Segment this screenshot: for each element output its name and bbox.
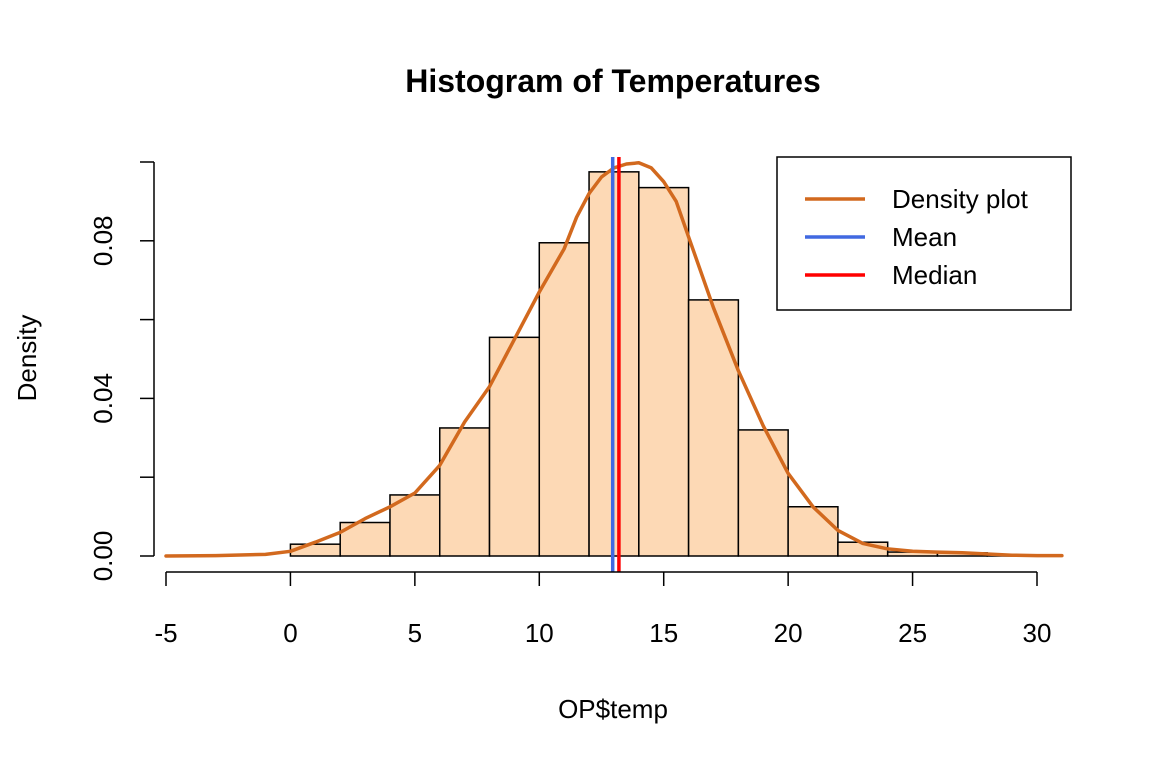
y-axis: 0.00 0.04 0.08: [88, 161, 155, 582]
y-axis-label: Density: [12, 315, 42, 402]
density-curve-group: [164, 161, 1064, 558]
histogram-bar: [538, 242, 590, 557]
x-tick-label: 10: [525, 618, 554, 648]
histogram-bar: [389, 494, 441, 557]
legend-label-median: Median: [892, 260, 977, 290]
histogram-bar: [737, 429, 789, 557]
x-tick-label: 30: [1023, 618, 1052, 648]
y-tick-label: 0.00: [88, 531, 118, 582]
histogram-bar: [438, 427, 491, 557]
legend: Density plot Mean Median: [776, 156, 1072, 311]
histogram-bar: [687, 299, 740, 557]
x-tick-label: 20: [774, 618, 803, 648]
x-tick-label: 0: [283, 618, 297, 648]
y-tick-label: 0.04: [88, 373, 118, 424]
x-tick-label: 15: [649, 618, 678, 648]
x-axis: -5 0 5 10 15 20 25 30: [154, 571, 1052, 648]
y-tick-label: 0.08: [88, 215, 118, 266]
legend-box: [776, 156, 1072, 311]
x-tick-label: 5: [408, 618, 422, 648]
histogram-bar: [638, 186, 690, 557]
histogram-bar: [787, 506, 839, 557]
reference-lines: [610, 157, 621, 572]
density-curve: [164, 161, 1064, 558]
x-tick-label: -5: [154, 618, 177, 648]
legend-label-density: Density plot: [892, 184, 1029, 214]
x-axis-label: OP$temp: [558, 694, 668, 724]
chart-title: Histogram of Temperatures: [405, 63, 821, 99]
x-tick-label: 25: [898, 618, 927, 648]
legend-label-mean: Mean: [892, 222, 957, 252]
